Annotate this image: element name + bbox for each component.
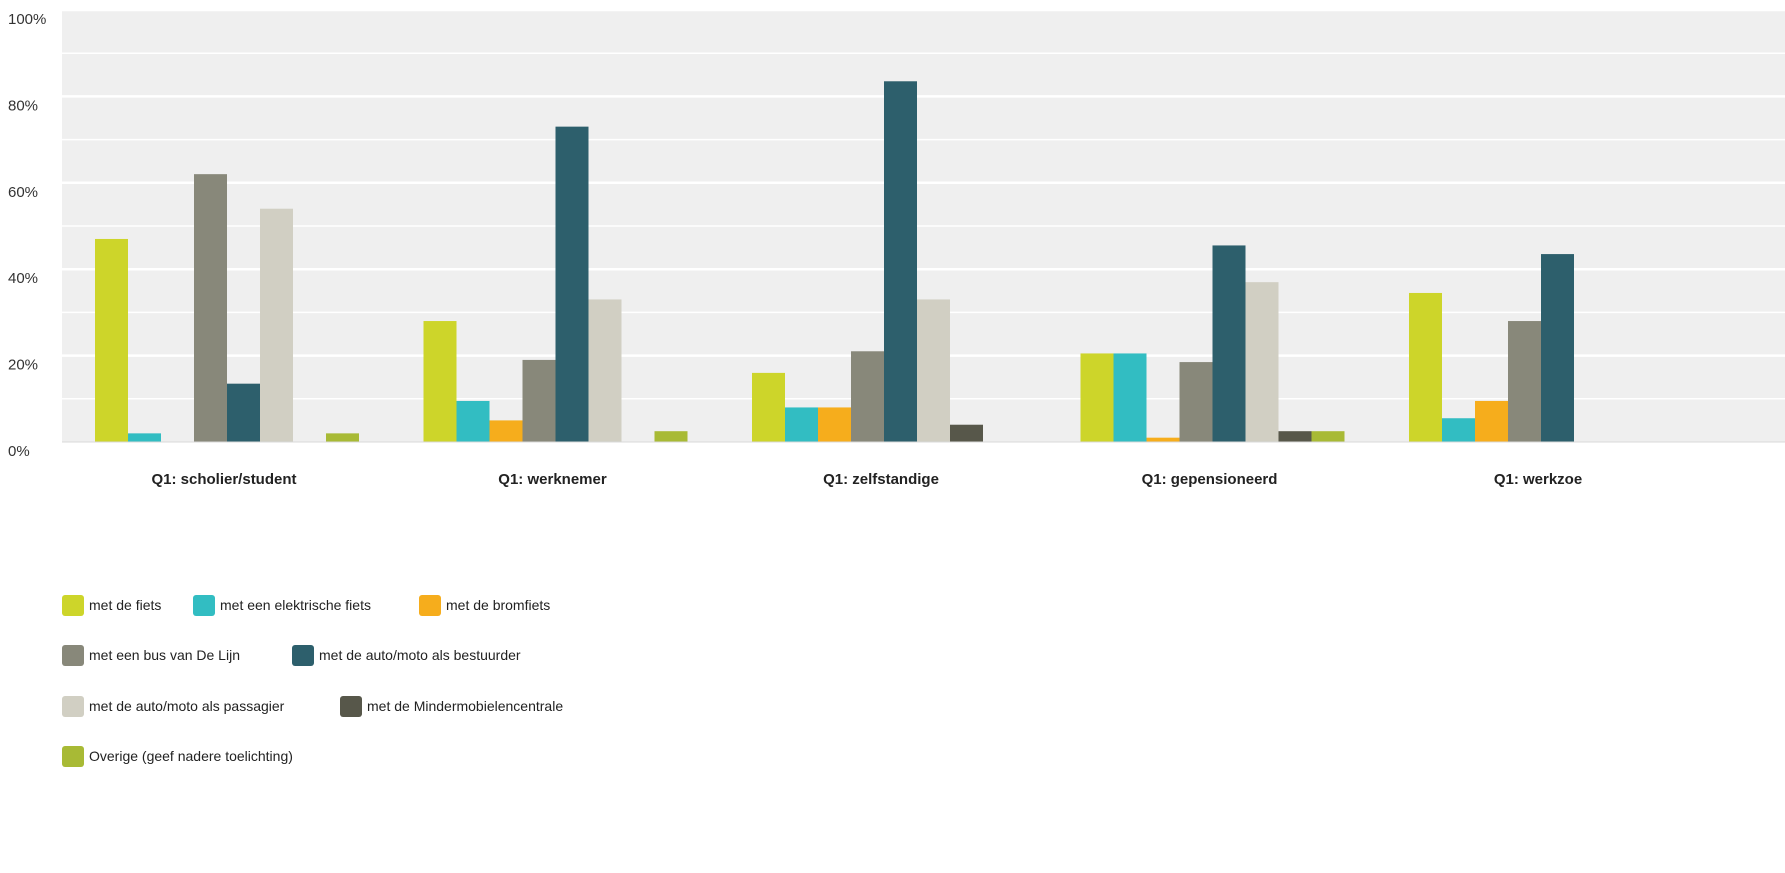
bar [489, 420, 523, 442]
legend-label: met de auto/moto als passagier [89, 698, 285, 714]
bar [752, 372, 785, 442]
bar [1409, 292, 1442, 442]
legend-swatch [62, 746, 84, 767]
legend-label: met een bus van De Lijn [89, 647, 240, 663]
bar [950, 424, 983, 442]
bars [95, 81, 1574, 442]
bar [555, 126, 589, 442]
legend: met de fiets met een elektrische fiets met… [62, 595, 563, 767]
bar [522, 359, 556, 442]
bar [1080, 353, 1114, 442]
legend-swatch [292, 645, 314, 666]
bar [227, 383, 260, 442]
x-axis-categories: Q1: scholier/student Q1: werknemer Q1: zel… [151, 471, 1582, 488]
y-tick-label: 100% [8, 11, 46, 28]
bar [326, 433, 359, 442]
x-tick-label: Q1: scholier/student [151, 471, 296, 488]
bar [95, 238, 128, 442]
bar [1212, 245, 1246, 442]
bar [423, 321, 457, 442]
legend-label: met de bromfiets [446, 597, 550, 613]
legend-label: met een elektrische fiets [220, 597, 371, 613]
x-tick-label: Q1: gepensioneerd [1142, 471, 1278, 488]
bar [1475, 400, 1508, 442]
y-tick-label: 0% [8, 443, 30, 460]
bar [456, 400, 490, 442]
legend-swatch [340, 696, 362, 717]
y-tick-label: 40% [8, 270, 38, 287]
bar [588, 299, 622, 442]
bar [1179, 362, 1213, 442]
y-tick-label: 60% [8, 184, 38, 201]
legend-swatch [62, 645, 84, 666]
bar [884, 81, 917, 442]
bar [260, 208, 293, 442]
bar [851, 351, 884, 442]
legend-label: met de fiets [89, 597, 161, 613]
bar [1311, 431, 1345, 442]
bar [1146, 437, 1180, 442]
bar [818, 407, 851, 442]
legend-swatch [62, 696, 84, 717]
bar [785, 407, 818, 442]
legend-swatch [62, 595, 84, 616]
bar [128, 433, 161, 442]
legend-swatch [419, 595, 441, 616]
bar [1508, 321, 1541, 442]
y-axis-ticks: 0% 20% 40% 60% 80% 100% [8, 11, 46, 460]
legend-label: met de auto/moto als bestuurder [319, 647, 521, 663]
bar [1278, 431, 1312, 442]
bar [917, 299, 950, 442]
legend-label: Overige (geef nadere toelichting) [89, 748, 293, 764]
legend-label: met de Mindermobielencentrale [367, 698, 563, 714]
x-tick-label: Q1: zelfstandige [823, 471, 939, 488]
x-tick-label: Q1: werkzoe [1494, 471, 1582, 488]
bar [1442, 418, 1475, 442]
bar [654, 431, 688, 442]
y-tick-label: 20% [8, 357, 38, 374]
bar [1541, 254, 1574, 442]
y-tick-label: 80% [8, 97, 38, 114]
x-tick-label: Q1: werknemer [498, 471, 607, 488]
legend-swatch [193, 595, 215, 616]
bar [1245, 282, 1279, 442]
bar [1113, 353, 1147, 442]
bar [194, 174, 227, 442]
